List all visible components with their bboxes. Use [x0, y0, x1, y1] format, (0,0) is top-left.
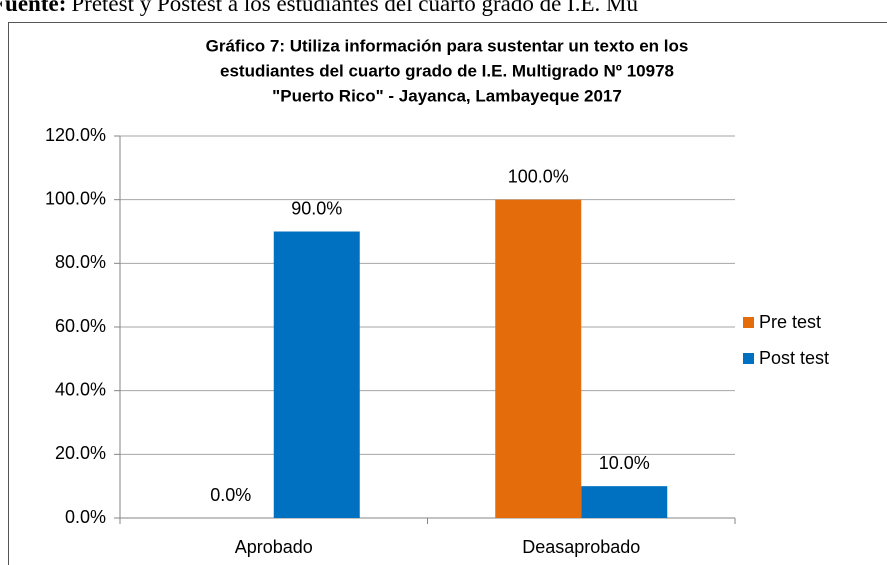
legend-label: Pre test [759, 312, 821, 332]
legend-swatch [743, 353, 754, 364]
chart-title: "Puerto Rico" - Jayanca, Lambayeque 2017 [272, 86, 622, 105]
bar [495, 199, 582, 518]
bar [273, 231, 360, 518]
value-label: 10.0% [599, 453, 650, 473]
source-note: Fuente: Pretest y Postest a los estudiant… [0, 0, 638, 16]
value-label: 90.0% [291, 198, 342, 218]
x-tick-label: Aprobado [235, 537, 313, 557]
y-tick-label: 100.0% [45, 188, 106, 208]
source-text: Pretest y Postest a los estudiantes del … [71, 0, 638, 16]
y-tick-label: 80.0% [55, 252, 106, 272]
x-tick-label: Deasaprobado [522, 537, 640, 557]
value-label: 100.0% [508, 166, 569, 186]
legend-swatch [743, 317, 754, 328]
source-prefix: Fuente: [0, 0, 66, 16]
y-tick-label: 40.0% [55, 379, 106, 399]
y-tick-label: 60.0% [55, 316, 106, 336]
chart-title: Gráfico 7: Utiliza información para sust… [206, 36, 689, 55]
legend-label: Post test [759, 348, 829, 368]
y-tick-label: 20.0% [55, 443, 106, 463]
chart-title: estudiantes del cuarto grado de I.E. Mul… [220, 61, 674, 80]
y-tick-label: 0.0% [65, 507, 106, 527]
chart-border [8, 22, 887, 565]
value-label: 0.0% [210, 485, 251, 505]
y-tick-label: 120.0% [45, 125, 106, 145]
bar [581, 486, 668, 518]
